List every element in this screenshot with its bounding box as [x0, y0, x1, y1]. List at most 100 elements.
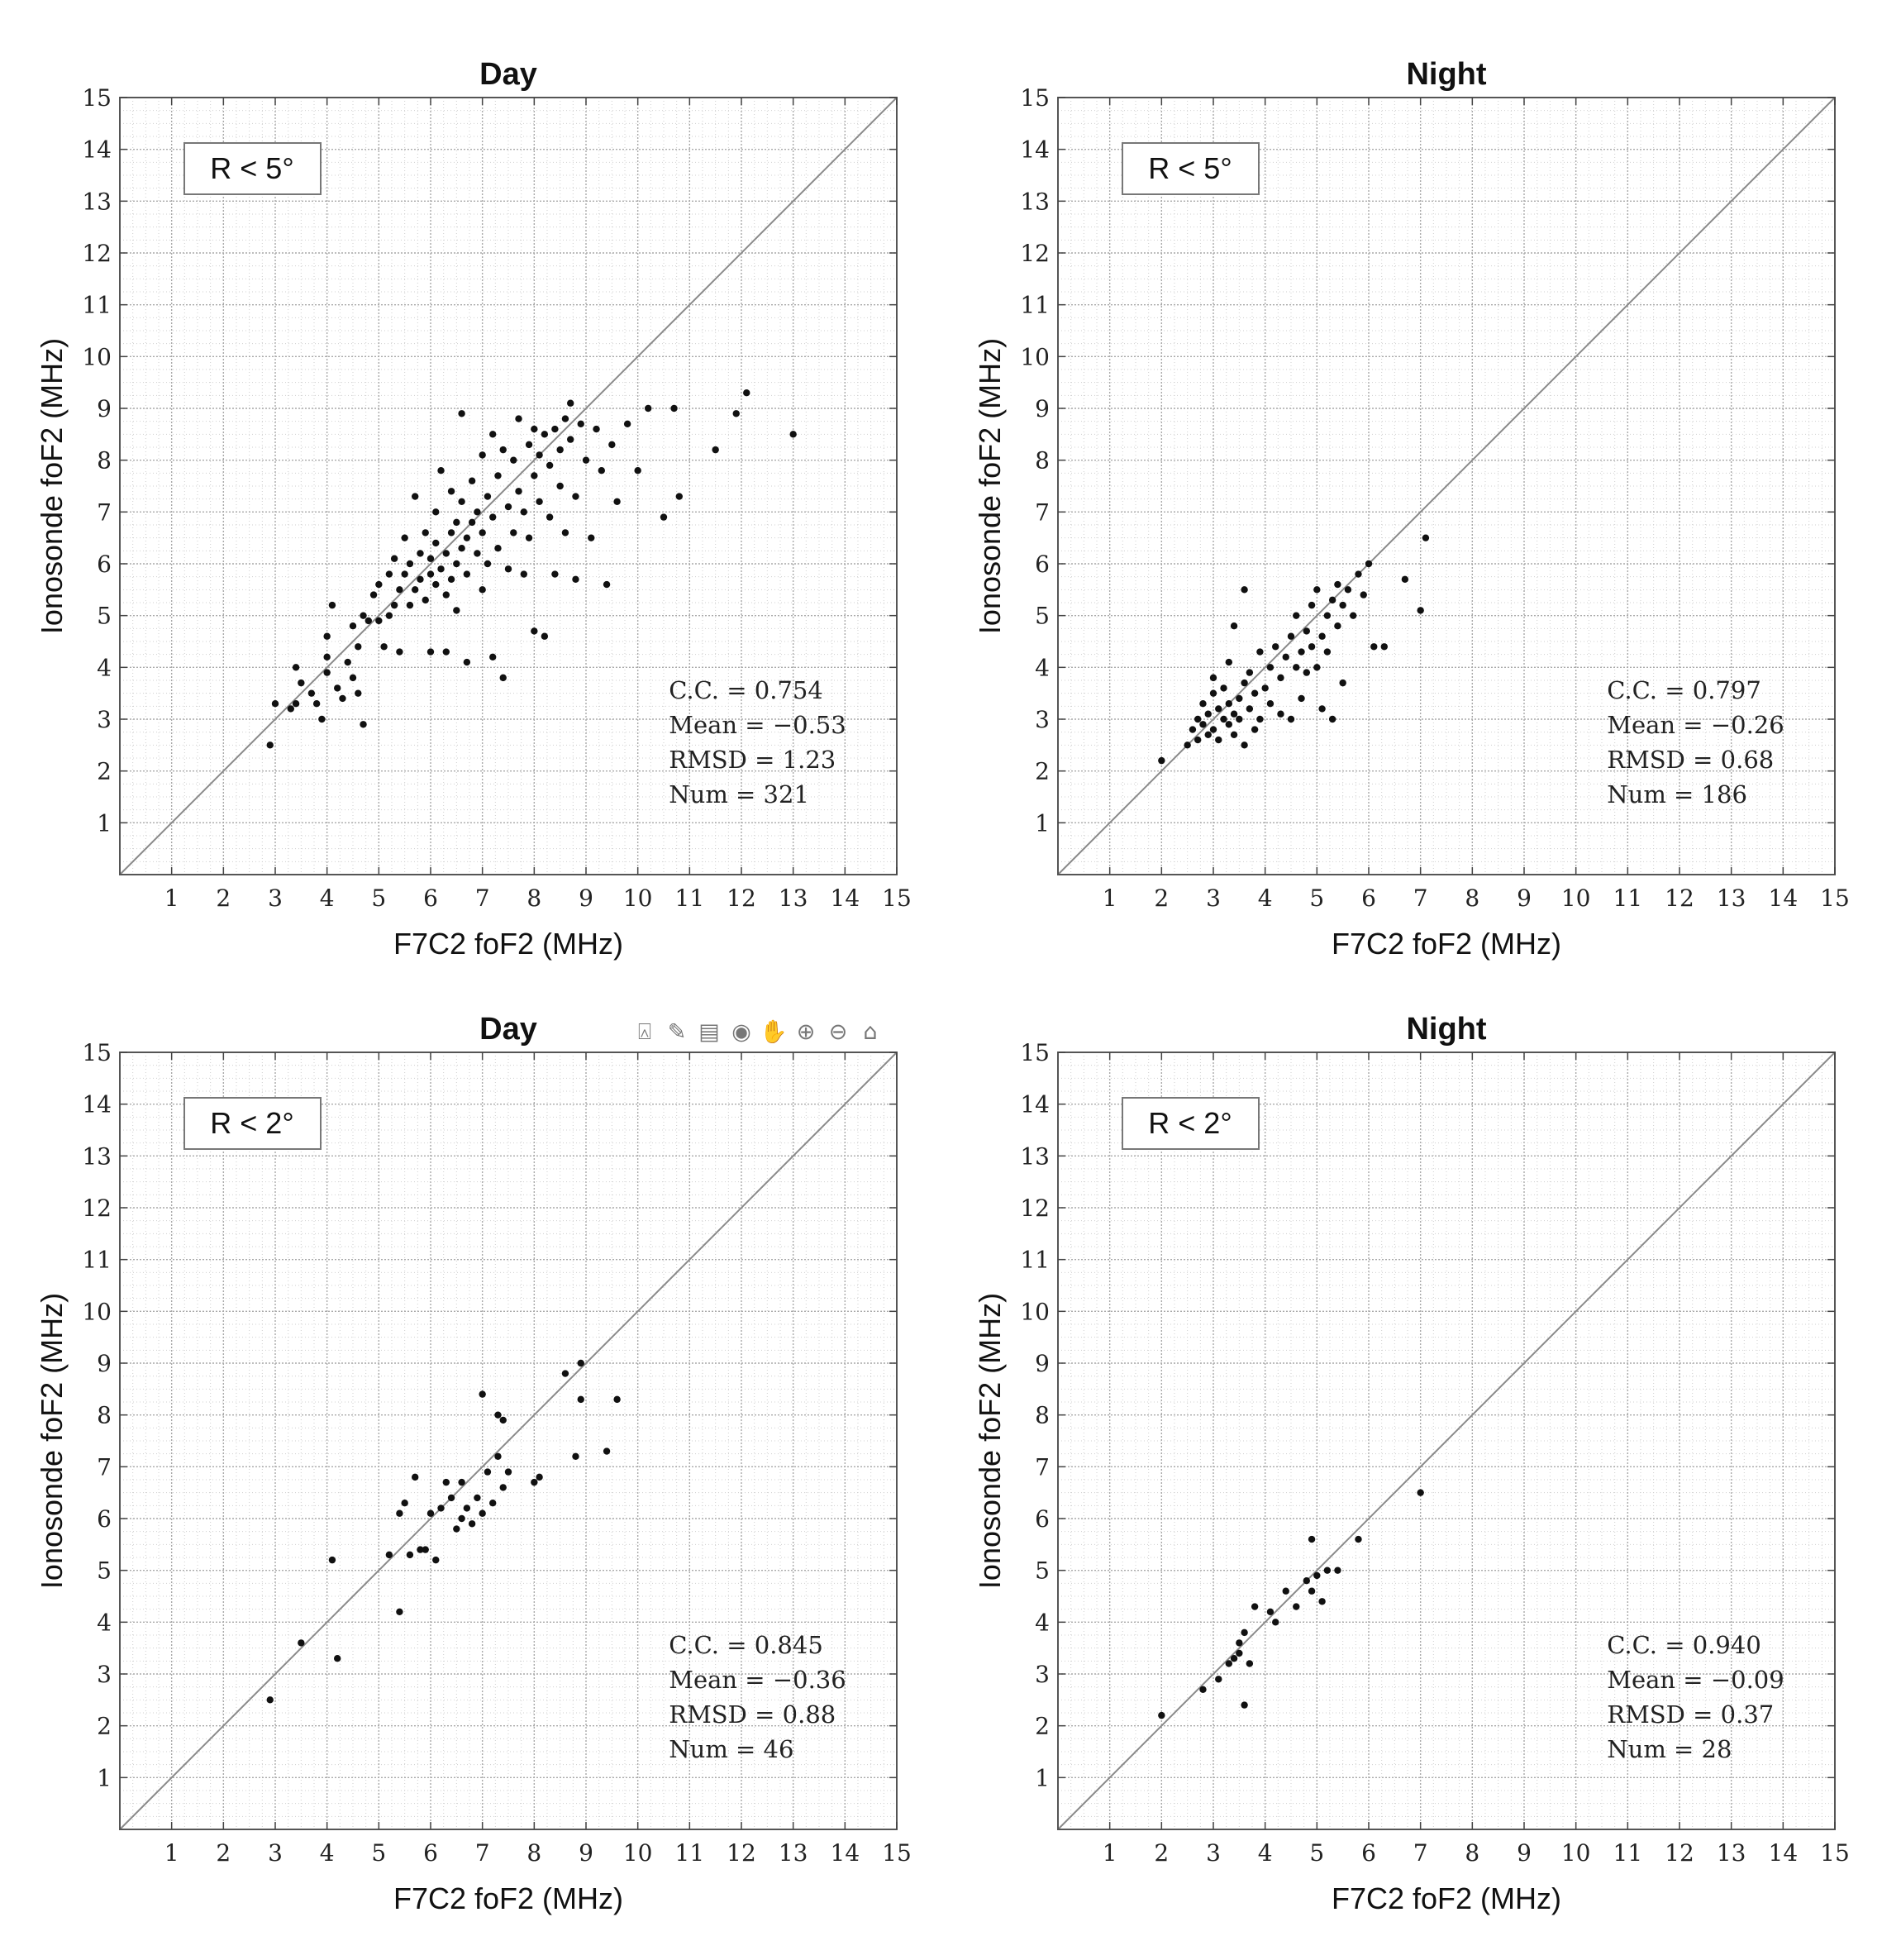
- data-point: [732, 410, 740, 417]
- stat-line: Num = 28: [1607, 1735, 1732, 1763]
- data-point: [1230, 710, 1238, 718]
- data-point: [417, 1546, 424, 1553]
- y-tick-label: 4: [97, 1609, 112, 1636]
- data-point: [556, 446, 564, 454]
- x-tick-label: 1: [1103, 1839, 1117, 1867]
- x-tick-label: 11: [1613, 885, 1643, 912]
- scatter-panel-2: 1 2 3 4 5 6 7 8 9 10 11 12 13 14 151234567891011121314…: [973, 57, 1850, 961]
- data-point: [1313, 664, 1321, 671]
- data-point: [1225, 700, 1233, 708]
- data-point: [531, 627, 538, 635]
- data-point: [1241, 1629, 1248, 1637]
- data-point: [453, 607, 460, 614]
- data-point: [1256, 648, 1264, 656]
- data-point: [479, 529, 486, 536]
- data-point: [468, 518, 476, 527]
- x-tick-label: 15: [882, 1839, 912, 1867]
- x-tick-label: 2: [1154, 885, 1169, 912]
- y-tick-label: 7: [97, 498, 112, 526]
- data-point: [551, 570, 559, 578]
- data-point: [546, 461, 554, 470]
- stat-line: Num = 46: [669, 1735, 793, 1763]
- data-point: [504, 565, 512, 573]
- y-tick-label: 14: [1020, 1091, 1050, 1118]
- pan-icon[interactable]: ✋: [760, 1018, 788, 1045]
- data-point: [334, 1655, 341, 1662]
- data-point: [1230, 731, 1238, 738]
- stat-line: RMSD = 0.88: [669, 1700, 836, 1729]
- axes-toolbar[interactable]: ⍓ ✎ ▤ ◉ ✋ ⊕ ⊖ ⌂: [638, 1018, 878, 1045]
- stats-annotation: C.C. = 0.754 Mean = −0.53 RMSD = 1.23 Num =…: [669, 676, 846, 808]
- data-point: [432, 1556, 440, 1564]
- data-point: [1236, 694, 1243, 703]
- y-tick-label: 2: [1035, 1713, 1050, 1740]
- data-point: [412, 586, 419, 594]
- data-point: [385, 570, 393, 578]
- data-point: [520, 570, 527, 578]
- brush-icon[interactable]: ✎: [668, 1019, 687, 1045]
- data-point: [1323, 612, 1332, 619]
- export-icon[interactable]: ⍓: [638, 1019, 651, 1045]
- y-tick-label: 12: [1020, 1195, 1050, 1222]
- legend-box: [183, 1097, 322, 1150]
- data-point: [515, 488, 522, 495]
- grid: [1058, 1052, 1835, 1829]
- data-point: [1380, 643, 1389, 651]
- data-point: [396, 586, 403, 594]
- data-point: [447, 1494, 455, 1502]
- data-point: [675, 493, 683, 500]
- data-point: [318, 715, 326, 723]
- scatter-panel-4: 1 2 3 4 5 6 7 8 9 10 11 12 13 14 151234567891011121314…: [973, 1012, 1850, 1915]
- data-point: [468, 1520, 476, 1528]
- y-tick-label: 15: [1020, 84, 1050, 112]
- x-tick-label: 13: [1717, 1839, 1746, 1867]
- data-point: [442, 1478, 450, 1486]
- data-point: [1241, 586, 1248, 594]
- reference-line: [119, 1052, 898, 1830]
- y-tick-label: 9: [97, 395, 112, 422]
- data-point: [1266, 700, 1275, 708]
- data-point: [499, 1416, 507, 1424]
- y-tick-label: 8: [97, 447, 112, 475]
- scatter-panel-1: 1 2 3 4 5 6 7 8 9 10 11 12 13 14 151234567891011121314…: [35, 57, 912, 961]
- data-point: [1158, 756, 1165, 765]
- data-point: [1298, 694, 1305, 703]
- y-tick-label: 1: [1035, 809, 1050, 837]
- data-point: [401, 570, 408, 578]
- data-point: [298, 1639, 305, 1647]
- data-point: [474, 508, 481, 516]
- y-tick-label: 11: [1020, 292, 1050, 319]
- zoom-out-icon[interactable]: ⊖: [829, 1019, 848, 1045]
- y-tick-label: 7: [1035, 498, 1050, 526]
- data-point: [1303, 627, 1311, 635]
- datatip-icon[interactable]: ▤: [698, 1019, 720, 1045]
- data-point: [567, 399, 574, 407]
- home-icon[interactable]: ⌂: [863, 1019, 877, 1045]
- zoom-in-icon[interactable]: ⊕: [797, 1019, 816, 1045]
- scatter-panel-3: 1 2 3 4 5 6 7 8 9 10 11 12 13 14 151234567891011121314…: [35, 1012, 912, 1915]
- data-point: [458, 1478, 465, 1486]
- stat-line: Mean = −0.26: [1607, 711, 1784, 739]
- data-point: [1246, 705, 1254, 713]
- data-point: [458, 545, 465, 552]
- data-point: [396, 648, 403, 656]
- data-point: [577, 1359, 584, 1367]
- data-point: [323, 632, 331, 640]
- data-point: [1246, 669, 1254, 676]
- stat-line: Num = 321: [669, 780, 809, 808]
- data-point: [551, 425, 559, 433]
- data-point: [484, 493, 492, 500]
- data-point: [1318, 632, 1326, 640]
- data-point: [369, 591, 378, 598]
- data-point: [1251, 726, 1259, 733]
- x-tick-label: 1: [164, 885, 179, 912]
- data-point: [1241, 679, 1248, 687]
- stat-line: Mean = −0.09: [1607, 1666, 1784, 1694]
- rotate-icon[interactable]: ◉: [731, 1019, 751, 1045]
- data-point: [463, 1505, 471, 1512]
- data-point: [1282, 653, 1289, 660]
- data-point: [1241, 1701, 1248, 1709]
- y-tick-label: 8: [1035, 1402, 1050, 1429]
- stat-line: Mean = −0.53: [669, 711, 846, 739]
- data-point: [396, 1608, 403, 1616]
